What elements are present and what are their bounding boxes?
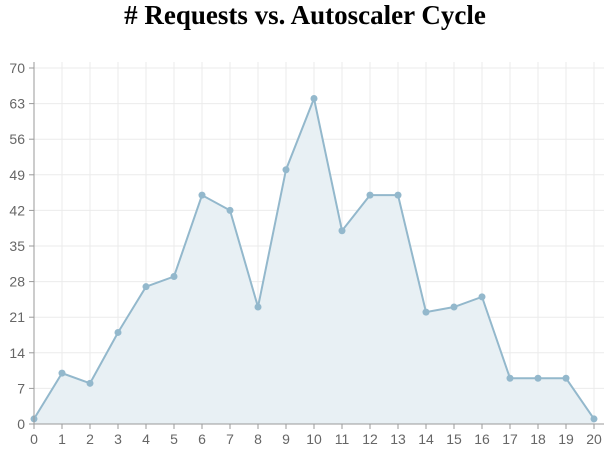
data-point xyxy=(86,379,94,387)
data-point xyxy=(58,369,66,377)
x-tick-label: 8 xyxy=(254,431,262,447)
x-tick-label: 15 xyxy=(446,431,462,447)
data-point xyxy=(422,308,430,316)
series-area xyxy=(34,98,594,424)
y-tick-label: 21 xyxy=(9,309,25,325)
y-tick-label: 63 xyxy=(9,96,25,112)
x-tick-label: 10 xyxy=(306,431,322,447)
data-point xyxy=(366,191,374,199)
data-point xyxy=(142,283,150,291)
x-tick-label: 5 xyxy=(170,431,178,447)
x-tick-label: 17 xyxy=(502,431,518,447)
data-point xyxy=(478,293,486,301)
data-point xyxy=(226,206,234,214)
data-point xyxy=(338,227,346,235)
data-point xyxy=(562,374,570,382)
x-tick-label: 19 xyxy=(558,431,574,447)
x-tick-label: 16 xyxy=(474,431,490,447)
data-point xyxy=(534,374,542,382)
data-point xyxy=(450,303,458,311)
data-point xyxy=(254,303,262,311)
x-tick-label: 18 xyxy=(530,431,546,447)
x-tick-label: 4 xyxy=(142,431,150,447)
y-tick-label: 70 xyxy=(9,60,25,76)
x-tick-label: 20 xyxy=(586,431,602,447)
y-tick-label: 49 xyxy=(9,167,25,183)
y-tick-label: 7 xyxy=(17,380,25,396)
x-tick-label: 9 xyxy=(282,431,290,447)
data-point xyxy=(282,166,290,174)
y-tick-label: 56 xyxy=(9,131,25,147)
x-tick-label: 3 xyxy=(114,431,122,447)
x-axis-ticks: 0 1 2 3 4 5 6 7 8 9 10 11 12 13 14 15 16 17 18 19 20 xyxy=(30,424,602,447)
y-tick-label: 28 xyxy=(9,274,25,290)
data-point xyxy=(170,273,178,281)
data-point xyxy=(310,95,318,103)
y-tick-label: 42 xyxy=(9,202,25,218)
x-tick-label: 12 xyxy=(362,431,378,447)
y-tick-label: 35 xyxy=(9,238,25,254)
data-point xyxy=(506,374,514,382)
axes xyxy=(33,62,604,425)
y-tick-label: 0 xyxy=(17,416,25,432)
x-tick-label: 2 xyxy=(86,431,94,447)
data-point xyxy=(394,191,402,199)
x-tick-label: 7 xyxy=(226,431,234,447)
x-tick-label: 6 xyxy=(198,431,206,447)
x-tick-label: 11 xyxy=(335,431,350,447)
x-tick-label: 1 xyxy=(58,431,66,447)
x-tick-label: 0 xyxy=(30,431,38,447)
y-tick-label: 14 xyxy=(9,345,25,361)
data-point xyxy=(590,415,598,423)
data-point xyxy=(198,191,206,199)
x-tick-label: 14 xyxy=(418,431,434,447)
y-axis-ticks: 0 7 14 21 28 35 42 49 56 63 70 xyxy=(9,60,34,432)
chart-title: # Requests vs. Autoscaler Cycle xyxy=(124,0,486,30)
data-point xyxy=(114,328,122,336)
data-points xyxy=(30,95,598,423)
x-tick-label: 13 xyxy=(390,431,406,447)
